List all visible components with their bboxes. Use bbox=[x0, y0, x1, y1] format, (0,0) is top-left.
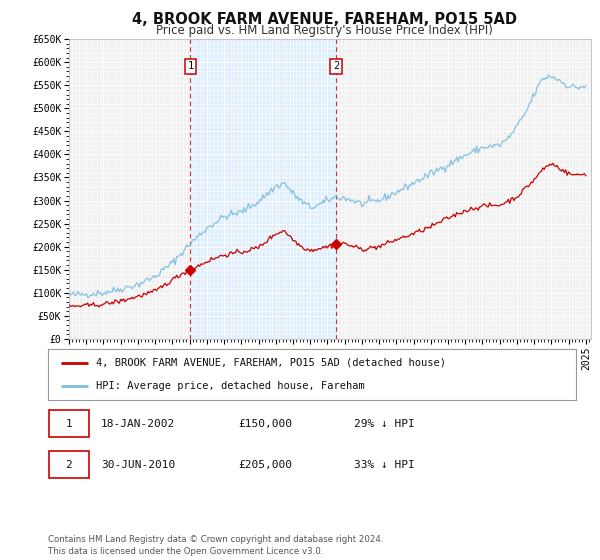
Text: 29% ↓ HPI: 29% ↓ HPI bbox=[354, 419, 415, 428]
Text: 4, BROOK FARM AVENUE, FAREHAM, PO15 5AD (detached house): 4, BROOK FARM AVENUE, FAREHAM, PO15 5AD … bbox=[95, 358, 446, 368]
Text: HPI: Average price, detached house, Fareham: HPI: Average price, detached house, Fare… bbox=[95, 381, 364, 391]
Text: 4, BROOK FARM AVENUE, FAREHAM, PO15 5AD: 4, BROOK FARM AVENUE, FAREHAM, PO15 5AD bbox=[131, 12, 517, 27]
Text: 2: 2 bbox=[65, 460, 72, 469]
Text: Price paid vs. HM Land Registry's House Price Index (HPI): Price paid vs. HM Land Registry's House … bbox=[155, 24, 493, 37]
FancyBboxPatch shape bbox=[49, 451, 89, 478]
Text: 1: 1 bbox=[187, 61, 194, 71]
Text: 2: 2 bbox=[333, 61, 339, 71]
Text: £205,000: £205,000 bbox=[238, 460, 292, 469]
Bar bbox=[190, 39, 336, 339]
Text: 18-JAN-2002: 18-JAN-2002 bbox=[101, 419, 175, 428]
Text: 33% ↓ HPI: 33% ↓ HPI bbox=[354, 460, 415, 469]
Text: £150,000: £150,000 bbox=[238, 419, 292, 428]
Text: 30-JUN-2010: 30-JUN-2010 bbox=[101, 460, 175, 469]
FancyBboxPatch shape bbox=[49, 410, 89, 437]
Text: Contains HM Land Registry data © Crown copyright and database right 2024.
This d: Contains HM Land Registry data © Crown c… bbox=[48, 535, 383, 556]
Text: 1: 1 bbox=[65, 419, 72, 428]
